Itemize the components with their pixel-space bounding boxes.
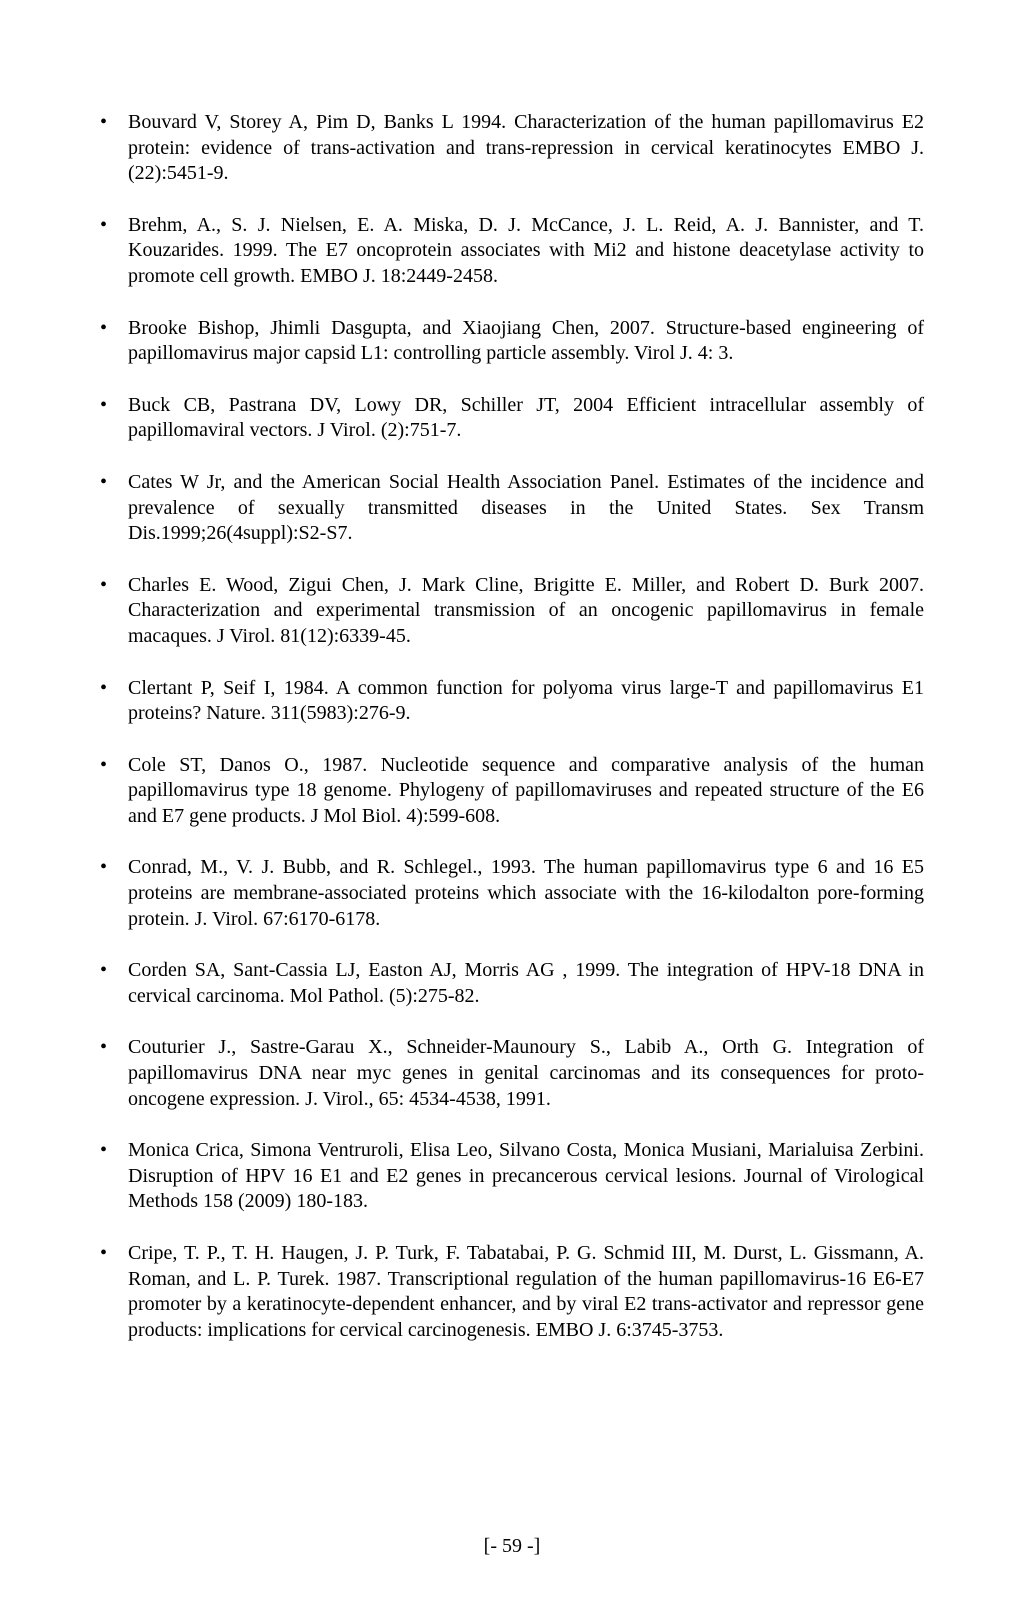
reference-item: Brehm, A., S. J. Nielsen, E. A. Miska, D… [100,213,924,290]
reference-item: Brooke Bishop, Jhimli Dasgupta, and Xiao… [100,316,924,367]
reference-item: Conrad, M., V. J. Bubb, and R. Schlegel.… [100,855,924,932]
reference-item: Buck CB, Pastrana DV, Lowy DR, Schiller … [100,393,924,444]
page-number: [- 59 -] [0,1535,1024,1558]
reference-item: Charles E. Wood, Zigui Chen, J. Mark Cli… [100,573,924,650]
reference-item: Bouvard V, Storey A, Pim D, Banks L 1994… [100,110,924,187]
reference-item: Cole ST, Danos O., 1987. Nucleotide sequ… [100,753,924,830]
reference-item: Couturier J., Sastre-Garau X., Schneider… [100,1035,924,1112]
reference-item: Clertant P, Seif I, 1984. A common funct… [100,676,924,727]
reference-item: Cates W Jr, and the American Social Heal… [100,470,924,547]
reference-list: Bouvard V, Storey A, Pim D, Banks L 1994… [100,110,924,1343]
reference-item: Monica Crica, Simona Ventruroli, Elisa L… [100,1138,924,1215]
reference-item: Cripe, T. P., T. H. Haugen, J. P. Turk, … [100,1241,924,1343]
reference-item: Corden SA, Sant-Cassia LJ, Easton AJ, Mo… [100,958,924,1009]
